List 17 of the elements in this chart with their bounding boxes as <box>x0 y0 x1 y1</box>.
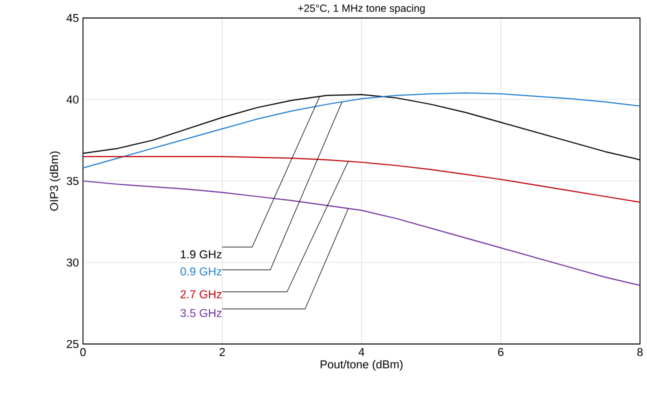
y-tick-label: 30 <box>66 258 79 267</box>
chart-title: +25°C, 1 MHz tone spacing <box>298 4 425 14</box>
text: 3.5 GHz <box>180 308 222 318</box>
y-tick-label: 45 <box>66 14 79 22</box>
x-tick-label: 2 <box>220 348 225 356</box>
x-tick-label: 4 <box>358 348 364 356</box>
x-tick-label: 6 <box>498 348 504 356</box>
y-tick-label: 25 <box>66 340 79 348</box>
y-axis-title: OIP3 (dBm) <box>50 151 60 211</box>
x-axis-title: Pout/tone (dBm) <box>320 360 402 371</box>
text: 0.9 GHz <box>180 267 222 276</box>
y-tick-label: 40 <box>66 95 79 104</box>
y-tick-label: 35 <box>66 176 79 186</box>
x-tick-label: 0 <box>80 348 86 356</box>
text: 1.9 GHz <box>180 250 222 258</box>
x-tick-label: 8 <box>637 348 643 356</box>
text: 2.7 GHz <box>180 290 222 298</box>
